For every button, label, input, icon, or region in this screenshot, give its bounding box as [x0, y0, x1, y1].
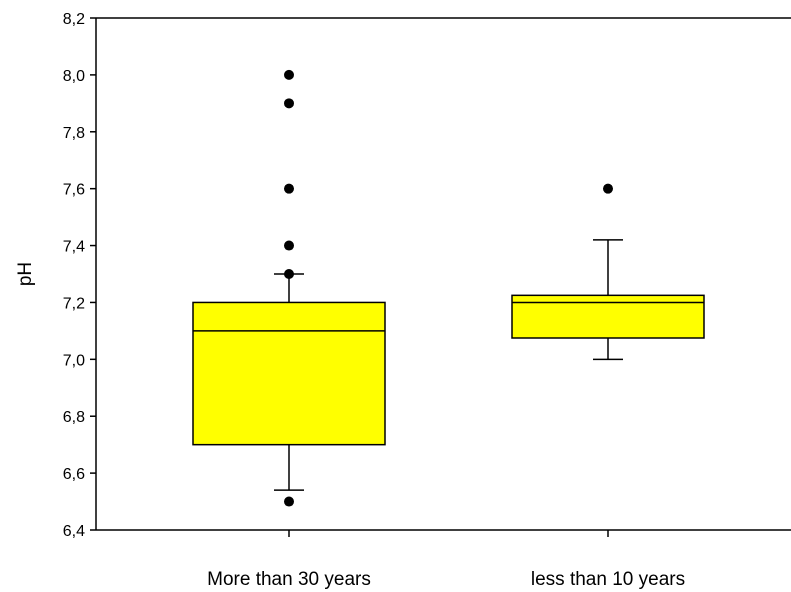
outlier-point: [603, 183, 613, 194]
y-tick-label: 8,0: [63, 68, 85, 85]
y-tick-label: 8,2: [63, 11, 85, 28]
x-category-label: More than 30 years: [207, 569, 371, 590]
y-ticks: 6,4 6,6 6,8 7,0 7,2 7,4 7,6 7,8 8,0 8,2: [63, 11, 96, 540]
y-tick-label: 7,2: [63, 295, 85, 312]
x-ticks: More than 30 years less than 10 years: [207, 530, 685, 590]
outlier-point: [284, 240, 294, 251]
outlier-point: [284, 183, 294, 194]
y-tick-label: 6,4: [63, 523, 85, 540]
box-iqr: [192, 301, 386, 446]
y-tick-label: 7,4: [63, 239, 85, 256]
y-axis-title: pH: [15, 262, 36, 286]
axes: [95, 17, 791, 531]
x-category-label: less than 10 years: [531, 569, 685, 590]
outlier-point: [284, 98, 294, 109]
outlier-point: [284, 69, 294, 80]
y-tick-label: 7,0: [63, 352, 85, 369]
box-group: [511, 183, 705, 361]
outlier-point: [284, 269, 294, 279]
outlier-point: [284, 496, 294, 507]
y-tick-label: 6,8: [63, 409, 85, 426]
y-tick-label: 7,8: [63, 125, 85, 142]
y-tick-label: 6,6: [63, 466, 85, 483]
boxes: [192, 69, 705, 507]
y-tick-label: 7,6: [63, 182, 85, 199]
box-group: [192, 69, 386, 507]
